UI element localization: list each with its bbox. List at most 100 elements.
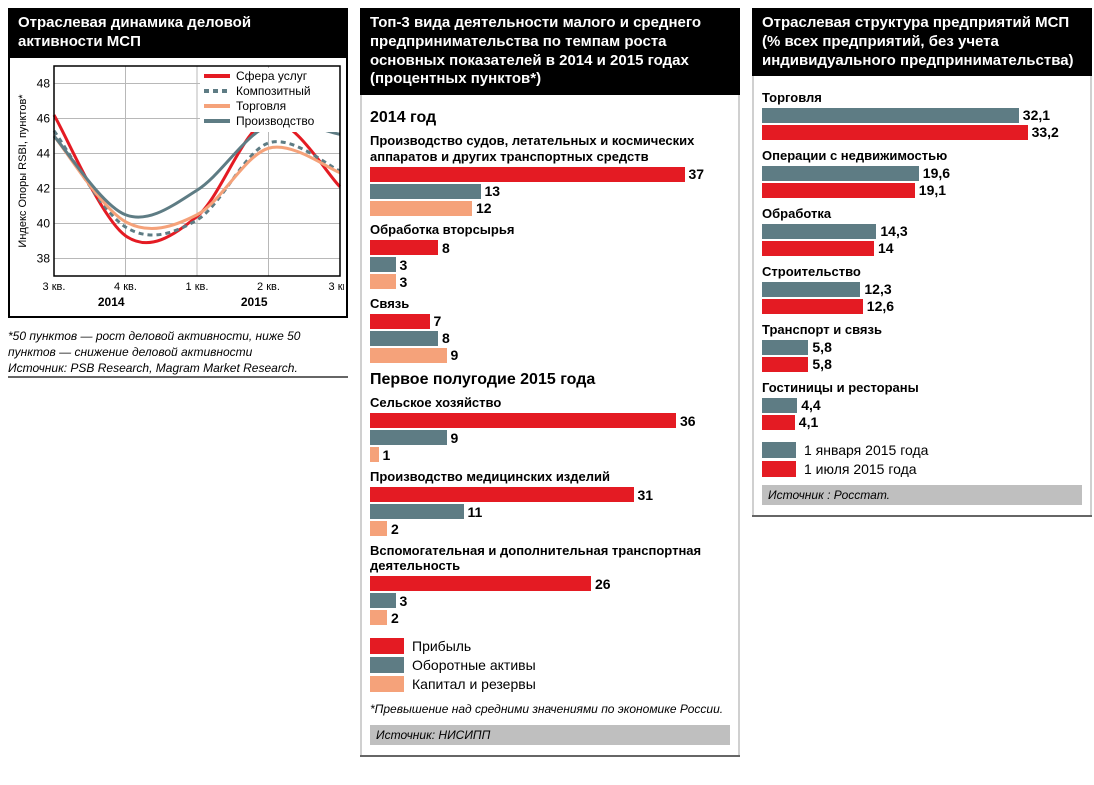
bar-value: 9 (451, 430, 459, 446)
bar (762, 224, 876, 239)
bar-row: 9 (370, 430, 730, 446)
panel-structure: Отраслевая структура предприятий МСП (% … (752, 8, 1092, 517)
bar-row: 32,1 (762, 107, 1082, 123)
bar-value: 8 (442, 330, 450, 346)
svg-text:46: 46 (37, 111, 51, 125)
svg-text:48: 48 (37, 76, 51, 90)
svg-text:Композитный: Композитный (236, 84, 311, 98)
bar-row: 33,2 (762, 124, 1082, 140)
bar-value: 33,2 (1032, 124, 1059, 140)
activity-label: Производство судов, летательных и космич… (370, 133, 730, 164)
panel3-body: Торговля 32,1 33,2 Операции с недвижимос… (752, 76, 1092, 515)
bar (370, 447, 379, 462)
svg-text:2014: 2014 (98, 295, 125, 309)
bar-row: 36 (370, 413, 730, 429)
bar-row: 14,3 (762, 223, 1082, 239)
bar-row: 26 (370, 576, 730, 592)
svg-text:2015: 2015 (241, 295, 268, 309)
svg-text:2 кв.: 2 кв. (257, 281, 280, 293)
bar-value: 3 (400, 593, 408, 609)
bar (370, 274, 396, 289)
line-chart-container: 3840424446483 кв.4 кв.1 кв.2 кв.3 кв.201… (8, 58, 348, 318)
bar-row: 3 (370, 257, 730, 273)
section-header: Первое полугодие 2015 года (370, 371, 730, 389)
bar-row: 2 (370, 610, 730, 626)
activity-label: Вспомогательная и дополнительная транспо… (370, 543, 730, 574)
panel-line-chart: Отраслевая динамика деловой активности М… (8, 8, 348, 378)
svg-text:Торговля: Торговля (236, 99, 286, 113)
bar-group: 32,1 33,2 (762, 107, 1082, 140)
bar-row: 5,8 (762, 339, 1082, 355)
svg-text:40: 40 (37, 216, 51, 230)
bar-value: 12,3 (864, 281, 891, 297)
legend-swatch (762, 442, 796, 458)
bar-group: 31 11 2 (370, 487, 730, 537)
legend-item: Оборотные активы (370, 657, 730, 673)
bar (370, 576, 591, 591)
svg-text:Производство: Производство (236, 114, 315, 128)
svg-text:1 кв.: 1 кв. (186, 281, 209, 293)
bar-value: 12,6 (867, 298, 894, 314)
panel2-body: 2014 год Производство судов, летательных … (360, 95, 740, 755)
bar (762, 357, 808, 372)
line-chart-svg: 3840424446483 кв.4 кв.1 кв.2 кв.3 кв.201… (14, 62, 344, 312)
bar-row: 2 (370, 521, 730, 537)
activity-label: Сельское хозяйство (370, 395, 730, 411)
bar-row: 8 (370, 240, 730, 256)
svg-text:Сфера услуг: Сфера услуг (236, 69, 308, 83)
bar (370, 487, 634, 502)
bar-row: 13 (370, 183, 730, 199)
bar (370, 201, 472, 216)
bar-group: 8 3 3 (370, 240, 730, 290)
activity-label: Производство медицинских изделий (370, 469, 730, 485)
category-label: Обработка (762, 206, 1082, 221)
bar-row: 19,1 (762, 182, 1082, 198)
bar-value: 19,6 (923, 165, 950, 181)
bar-value: 13 (485, 183, 501, 199)
bar (370, 314, 430, 329)
bar-row: 31 (370, 487, 730, 503)
legend-label: 1 июля 2015 года (804, 461, 917, 477)
bar (370, 593, 396, 608)
bar (370, 610, 387, 625)
bar (762, 398, 797, 413)
bar-row: 11 (370, 504, 730, 520)
bar-value: 4,1 (799, 414, 818, 430)
bar-row: 7 (370, 313, 730, 329)
bar-row: 12,6 (762, 298, 1082, 314)
panel3-title: Отраслевая структура предприятий МСП (% … (752, 8, 1092, 76)
bar-row: 37 (370, 166, 730, 182)
svg-text:4 кв.: 4 кв. (114, 281, 137, 293)
bar-row: 14 (762, 240, 1082, 256)
svg-text:42: 42 (37, 181, 51, 195)
bar-value: 5,8 (812, 356, 831, 372)
legend-swatch (370, 657, 404, 673)
bar-value: 2 (391, 610, 399, 626)
bar (370, 413, 676, 428)
bar (762, 125, 1028, 140)
bar-row: 3 (370, 593, 730, 609)
panel3-legend: 1 января 2015 года 1 июля 2015 года (762, 442, 1082, 477)
bar-value: 9 (451, 347, 459, 363)
panel-top3: Топ-3 вида деятельности малого и среднег… (360, 8, 740, 757)
bar-value: 19,1 (919, 182, 946, 198)
bar-value: 14 (878, 240, 894, 256)
bar-value: 8 (442, 240, 450, 256)
legend-swatch (762, 461, 796, 477)
svg-text:44: 44 (37, 146, 51, 160)
legend-label: Прибыль (412, 638, 471, 654)
bar-row: 9 (370, 347, 730, 363)
legend-label: Оборотные активы (412, 657, 536, 673)
section-header: 2014 год (370, 109, 730, 127)
svg-text:38: 38 (37, 251, 51, 265)
panel1-caption: *50 пунктов — рост деловой активности, н… (8, 328, 348, 377)
panel1-title: Отраслевая динамика деловой активности М… (8, 8, 348, 58)
bar-value: 26 (595, 576, 611, 592)
bar-group: 4,4 4,1 (762, 397, 1082, 430)
bar-group: 37 13 12 (370, 166, 730, 216)
bar (762, 282, 860, 297)
bar (762, 183, 915, 198)
category-label: Транспорт и связь (762, 322, 1082, 337)
bar (370, 348, 447, 363)
legend-swatch (370, 676, 404, 692)
